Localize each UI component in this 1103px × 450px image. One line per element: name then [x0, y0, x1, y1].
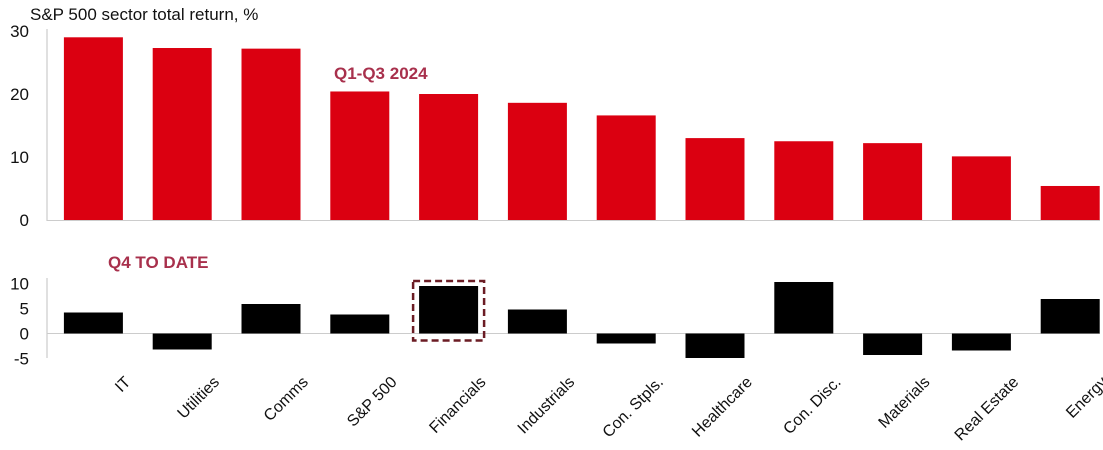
category-label: Con. Disc. — [780, 374, 844, 438]
bottom-y-tick-label: -5 — [14, 350, 29, 369]
top-bar — [419, 94, 479, 220]
bottom-bar — [774, 282, 834, 334]
bottom-bar — [685, 333, 745, 358]
category-label: Con. Stpls. — [600, 374, 667, 441]
category-label: Industrials — [515, 374, 579, 438]
bottom-bar — [863, 333, 923, 355]
top-bar — [241, 48, 301, 220]
bottom-bar — [507, 309, 567, 334]
top-bar — [152, 48, 212, 221]
chart-title: S&P 500 sector total return, % — [30, 5, 258, 24]
bottom-bar — [241, 304, 301, 334]
bottom-bar — [951, 333, 1011, 351]
category-labels: IT Utilities Comms S&P 500 Financials Industr… — [112, 374, 1103, 445]
top-bar — [330, 91, 390, 220]
top-bar — [596, 115, 656, 220]
bottom-bar — [63, 312, 123, 334]
bottom-bar — [330, 314, 390, 334]
top-bar — [63, 37, 123, 220]
highlight-box — [411, 279, 486, 342]
top-bar — [685, 138, 745, 220]
top-bar — [507, 102, 567, 220]
top-y-tick-label: 0 — [20, 211, 29, 230]
bottom-bar — [419, 286, 479, 334]
top-y-tick-label: 30 — [10, 22, 29, 41]
top-y-tick-label: 10 — [10, 148, 29, 167]
bottom-y-tick-label: 5 — [20, 300, 29, 319]
top-bar-series — [63, 37, 1100, 221]
bottom-bar-series — [63, 279, 1100, 358]
bottom-y-tick-label: 0 — [20, 325, 29, 344]
top-bar — [863, 143, 923, 220]
bottom-bar — [596, 333, 656, 344]
top-bar — [1040, 185, 1100, 220]
category-label: Real Estate — [952, 374, 1023, 445]
category-label: Healthcare — [689, 374, 756, 441]
category-label: S&P 500 — [344, 374, 401, 431]
bottom-y-tick-label: 10 — [10, 275, 29, 294]
category-label: Materials — [876, 374, 934, 432]
top-y-axis: 0 10 20 30 — [10, 22, 1100, 230]
top-bar — [951, 156, 1011, 220]
top-period-annotation: Q1-Q3 2024 — [334, 64, 428, 83]
category-label: IT — [112, 374, 134, 396]
category-label: Energy — [1063, 374, 1103, 422]
category-label: Financials — [426, 374, 489, 437]
bottom-y-axis: -5 0 5 10 — [10, 275, 1100, 369]
category-label: Utilities — [175, 374, 223, 422]
top-y-tick-label: 20 — [10, 85, 29, 104]
category-label: Comms — [261, 374, 312, 425]
bottom-bar — [1040, 299, 1100, 334]
bottom-period-annotation: Q4 TO DATE — [108, 253, 208, 272]
top-bar — [774, 141, 834, 220]
bottom-bar — [152, 333, 212, 350]
